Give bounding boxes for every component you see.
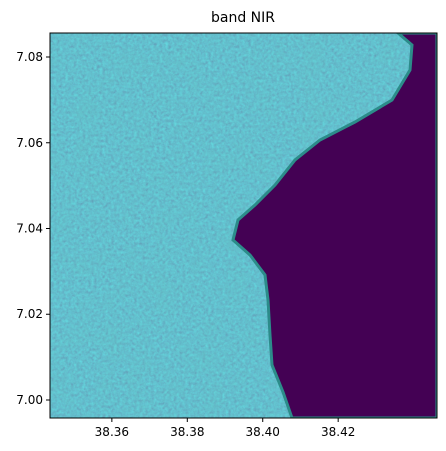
raster-image: [50, 33, 437, 418]
x-tick-label: 38.40: [246, 425, 280, 439]
axes-frame: [49, 32, 438, 419]
y-tick-label: 7.06: [16, 136, 43, 150]
y-tick-label: 7.04: [16, 222, 43, 236]
x-tick-label: 38.36: [95, 425, 129, 439]
x-tick-label: 38.38: [170, 425, 204, 439]
x-tick-label: 38.42: [321, 425, 355, 439]
y-tick-label: 7.00: [16, 393, 43, 407]
y-tick-label: 7.02: [16, 307, 43, 321]
y-tick-label: 7.08: [16, 50, 43, 64]
chart-title: band NIR: [211, 10, 275, 26]
